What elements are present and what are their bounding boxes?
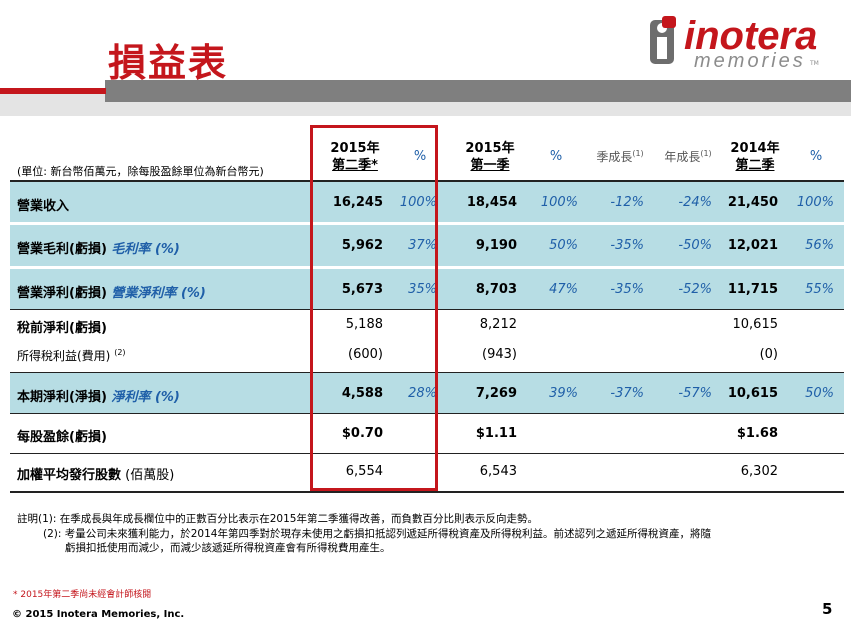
copyright: © 2015 Inotera Memories, Inc.: [12, 609, 185, 620]
cell-2015q1: 9,190: [475, 238, 517, 253]
row-label-pretax-income: 稅前淨利(虧損): [17, 321, 107, 336]
row-highlight: [10, 225, 844, 266]
cell-yoy: -57%: [678, 386, 712, 401]
cell-2014q2: 21,450: [727, 195, 778, 210]
row-highlight: [10, 373, 844, 413]
row-rule: [10, 309, 844, 310]
cell-2014q2: 12,021: [727, 238, 778, 253]
cell-2014q2: $1.68: [736, 426, 778, 441]
cell-pct-2: 100%: [540, 195, 578, 210]
logo-mark-icon: [650, 16, 676, 64]
cell-2015q2: 6,554: [345, 464, 383, 479]
cell-pct-2: 47%: [549, 282, 578, 297]
col-header-2015q1: 2015年 第一季: [465, 141, 515, 173]
review-footnote: * 2015年第二季尚未經會計師核閱: [13, 590, 152, 600]
cell-2014q2: 10,615: [727, 386, 778, 401]
page-title: 損益表: [108, 41, 229, 85]
cell-pct-2: 39%: [549, 386, 578, 401]
logo-text: inotera: [684, 14, 818, 58]
cell-2015q1: 8,703: [475, 282, 517, 297]
cell-2014q2: 11,715: [727, 282, 778, 297]
cell-pct-3: 56%: [805, 238, 834, 253]
cell-qoq: -12%: [610, 195, 644, 210]
cell-yoy: -52%: [678, 282, 712, 297]
header-band-red: [0, 88, 106, 94]
logo-subtext: memories: [694, 50, 806, 72]
col-header-yoy: 年成長(1): [664, 149, 712, 164]
cell-2015q1: 8,212: [479, 317, 517, 332]
cell-2015q1: (943): [482, 347, 517, 362]
row-highlight: [10, 182, 844, 222]
row-rule: [10, 413, 844, 414]
highlight-box: [310, 125, 438, 491]
header-band-grey: [105, 80, 851, 102]
cell-2015q1: 18,454: [466, 195, 517, 210]
cell-pct-1: 35%: [408, 282, 437, 297]
note-1: 註明(1): 在季成長與年成長欄位中的正數百分比表示在2015年第二季獲得改善，…: [17, 513, 538, 525]
cell-pct-1: 37%: [408, 238, 437, 253]
note-2-line2: 虧損扣抵使用而減少，而減少該遞延所得稅資產會有所得稅費用產生。: [65, 542, 391, 554]
cell-qoq: -37%: [610, 386, 644, 401]
cell-2015q2: 5,962: [341, 238, 383, 253]
row-highlight: [10, 269, 844, 309]
row-label-operating-income: 營業淨利(虧損) 營業淨利率 (%): [17, 286, 206, 301]
cell-2015q2: $0.70: [341, 426, 383, 441]
cell-pct-1: 28%: [408, 386, 437, 401]
table-top-rule: [10, 180, 844, 182]
cell-2015q1: 7,269: [475, 386, 517, 401]
col-header-2014q2: 2014年 第二季: [730, 141, 780, 173]
col-header-pct-2: %: [549, 149, 563, 164]
note-2-line1: (2): 考量公司未來獲利能力，於2014年第四季對於現存未使用之虧損扣抵認列遞…: [43, 528, 711, 540]
row-rule: [10, 372, 844, 373]
cell-pct-3: 55%: [805, 282, 834, 297]
col-header-2015q2: 2015年 第二季*: [330, 141, 380, 173]
cell-2014q2: 6,302: [740, 464, 778, 479]
cell-qoq: -35%: [610, 238, 644, 253]
cell-2015q1: $1.11: [475, 426, 517, 441]
cell-2015q2: 5,673: [341, 282, 383, 297]
cell-2015q2: (600): [348, 347, 383, 362]
row-label-gross-profit: 營業毛利(虧損) 毛利率 (%): [17, 242, 180, 257]
table-bottom-rule: [10, 491, 844, 493]
row-separator: [10, 222, 844, 225]
col-header-pct-3: %: [809, 149, 823, 164]
row-label-eps: 每股盈餘(虧損): [17, 430, 107, 445]
col-header-qoq: 季成長(1): [596, 149, 644, 164]
row-label-net-income: 本期淨利(淨損) 淨利率 (%): [17, 390, 180, 405]
row-separator: [10, 266, 844, 269]
page-number: 5: [822, 600, 833, 618]
cell-pct-2: 50%: [549, 238, 578, 253]
logo-tm: TM: [810, 60, 819, 67]
company-logo: [648, 14, 678, 66]
cell-2014q2: (0): [759, 347, 778, 362]
row-rule: [10, 453, 844, 454]
row-label-revenue: 營業收入: [17, 199, 70, 214]
cell-pct-3: 100%: [796, 195, 834, 210]
col-header-pct-1: %: [413, 149, 427, 164]
row-label-income-tax: 所得稅利益(費用) (2): [17, 348, 126, 363]
cell-yoy: -50%: [678, 238, 712, 253]
cell-2015q1: 6,543: [479, 464, 517, 479]
row-label-weighted-shares: 加權平均發行股數 (佰萬股): [17, 468, 175, 483]
cell-2015q2: 5,188: [345, 317, 383, 332]
cell-2015q2: 4,588: [341, 386, 383, 401]
cell-2015q2: 16,245: [332, 195, 383, 210]
cell-2014q2: 10,615: [732, 317, 779, 332]
cell-pct-3: 50%: [805, 386, 834, 401]
unit-note: (單位: 新台幣佰萬元，除每股盈餘單位為新台幣元): [17, 165, 264, 178]
cell-qoq: -35%: [610, 282, 644, 297]
cell-pct-1: 100%: [399, 195, 437, 210]
cell-yoy: -24%: [678, 195, 712, 210]
